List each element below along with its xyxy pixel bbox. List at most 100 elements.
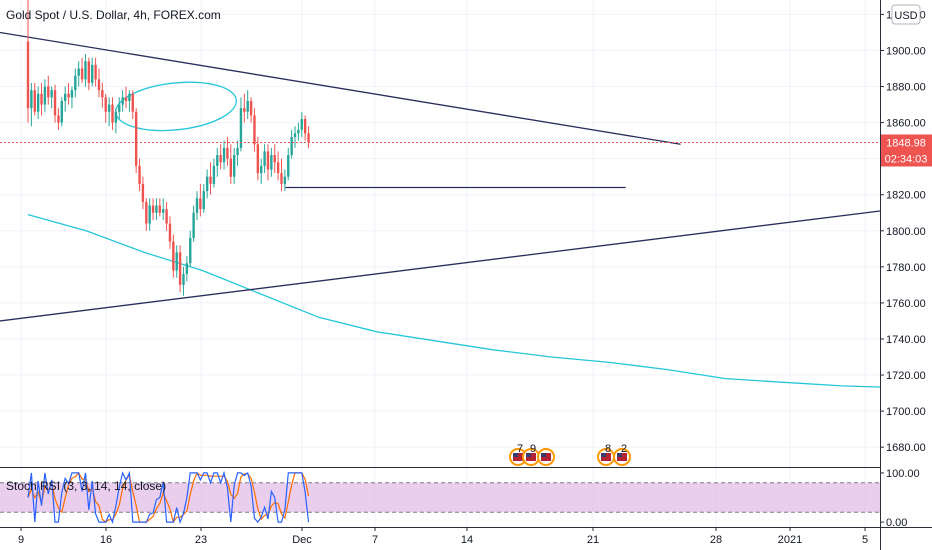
candle-body bbox=[297, 129, 300, 134]
trendline[interactable] bbox=[0, 210, 881, 322]
candle-body bbox=[219, 155, 222, 163]
candle-body bbox=[300, 119, 303, 130]
candle-body bbox=[145, 201, 148, 224]
candle-body bbox=[290, 137, 293, 156]
candle-body bbox=[283, 176, 287, 184]
candle-body bbox=[236, 147, 239, 156]
last-price-value: 1848.98 bbox=[886, 137, 926, 149]
price-axis-ticks: 1920.001900.001880.001860.001840.001820.… bbox=[880, 9, 926, 529]
candle-body bbox=[239, 108, 243, 148]
us-flag-canton bbox=[617, 453, 622, 457]
us-flag-canton bbox=[541, 453, 546, 457]
candle-body bbox=[148, 205, 151, 224]
x-tick-label: 16 bbox=[100, 534, 112, 546]
stoch-band-fill bbox=[0, 482, 880, 513]
candle-body bbox=[165, 209, 168, 224]
x-tick-label: 2021 bbox=[778, 534, 802, 546]
candle-body bbox=[249, 100, 253, 116]
event-marker[interactable]: 8 bbox=[597, 443, 615, 466]
y-tick-label: 1680.00 bbox=[886, 442, 926, 454]
y-tick-label: 1780.00 bbox=[886, 262, 926, 274]
x-tick-label: 5 bbox=[862, 534, 868, 546]
candle-body bbox=[57, 115, 60, 123]
y-tick-label: 1900.00 bbox=[886, 45, 926, 57]
y-tick-label: 1740.00 bbox=[886, 334, 926, 346]
candle-body bbox=[101, 90, 104, 98]
candle-body bbox=[118, 104, 121, 112]
currency-label: USD bbox=[894, 10, 917, 22]
candle-body bbox=[260, 165, 263, 174]
event-count: 8 bbox=[605, 443, 611, 455]
candle-body bbox=[121, 97, 124, 105]
chart-grid bbox=[0, 0, 880, 527]
candle-body bbox=[280, 173, 283, 184]
y-tick-label: 1800.00 bbox=[886, 226, 926, 238]
time-axis-ticks: 9 16 23 Dec 7 14 21 28 2021 5 bbox=[18, 527, 868, 546]
candle-body bbox=[182, 274, 185, 285]
candle-body bbox=[36, 93, 40, 112]
candle-body bbox=[40, 93, 43, 105]
candle-body bbox=[256, 144, 260, 174]
stoch-k-line bbox=[27, 470, 310, 525]
candle-body bbox=[114, 111, 118, 123]
us-flag-canton bbox=[601, 453, 606, 457]
candle-body bbox=[50, 90, 53, 98]
x-tick-label: 9 bbox=[18, 534, 24, 546]
candle-body bbox=[303, 119, 307, 134]
candle-body bbox=[43, 86, 47, 105]
candle-body bbox=[175, 252, 178, 271]
candle-body bbox=[151, 205, 155, 213]
candle-body bbox=[104, 97, 107, 112]
candle-body bbox=[253, 115, 256, 145]
candle-body bbox=[172, 241, 175, 271]
x-tick-label: 28 bbox=[710, 534, 722, 546]
x-tick-label: 21 bbox=[587, 534, 599, 546]
candle-body bbox=[212, 165, 216, 184]
candle-body bbox=[162, 209, 165, 213]
candle-body bbox=[158, 205, 162, 213]
event-marker[interactable]: 2 bbox=[613, 443, 631, 466]
candle-body bbox=[111, 104, 114, 123]
candle-body bbox=[192, 212, 195, 239]
bar-countdown: 02:34:03 bbox=[885, 153, 928, 165]
stoch-rsi-lines bbox=[27, 470, 310, 525]
candle-body bbox=[87, 61, 91, 83]
currency-button[interactable]: USD bbox=[891, 4, 921, 25]
candlesticks bbox=[26, 0, 310, 296]
candle-body bbox=[97, 79, 101, 91]
candle-body bbox=[270, 155, 273, 170]
candle-body bbox=[53, 90, 57, 116]
candle-body bbox=[226, 147, 229, 159]
candle-body bbox=[287, 155, 290, 177]
trendlines[interactable] bbox=[0, 31, 881, 322]
candle-body bbox=[229, 158, 232, 177]
candle-body bbox=[178, 252, 182, 285]
candle-body bbox=[155, 205, 158, 213]
y-tick-label: 1860.00 bbox=[886, 118, 926, 130]
candle-body bbox=[293, 133, 297, 138]
candle-body bbox=[266, 151, 270, 170]
y-tick-label: 1760.00 bbox=[886, 298, 926, 310]
candle-body bbox=[216, 155, 219, 166]
candle-body bbox=[168, 223, 172, 242]
candle-body bbox=[124, 97, 128, 101]
trendline[interactable] bbox=[0, 31, 681, 145]
event-count: 9 bbox=[530, 443, 536, 455]
x-tick-label: 23 bbox=[195, 534, 207, 546]
candle-body bbox=[307, 133, 310, 143]
x-tick-label: 7 bbox=[372, 534, 378, 546]
price-axis-panel[interactable] bbox=[880, 0, 932, 550]
candle-body bbox=[276, 162, 280, 174]
event-marker[interactable] bbox=[537, 448, 555, 466]
candle-body bbox=[33, 90, 36, 112]
x-tick-label: 14 bbox=[461, 534, 473, 546]
candle-body bbox=[47, 86, 50, 98]
candle-body bbox=[107, 104, 111, 112]
y-tick-label: 1820.00 bbox=[886, 190, 926, 202]
stoch-band bbox=[0, 482, 880, 513]
us-flag-canton bbox=[513, 453, 518, 457]
chart-title: Gold Spot / U.S. Dollar, 4h, FOREX.com bbox=[6, 8, 221, 22]
event-marker[interactable]: 9 bbox=[522, 443, 540, 466]
